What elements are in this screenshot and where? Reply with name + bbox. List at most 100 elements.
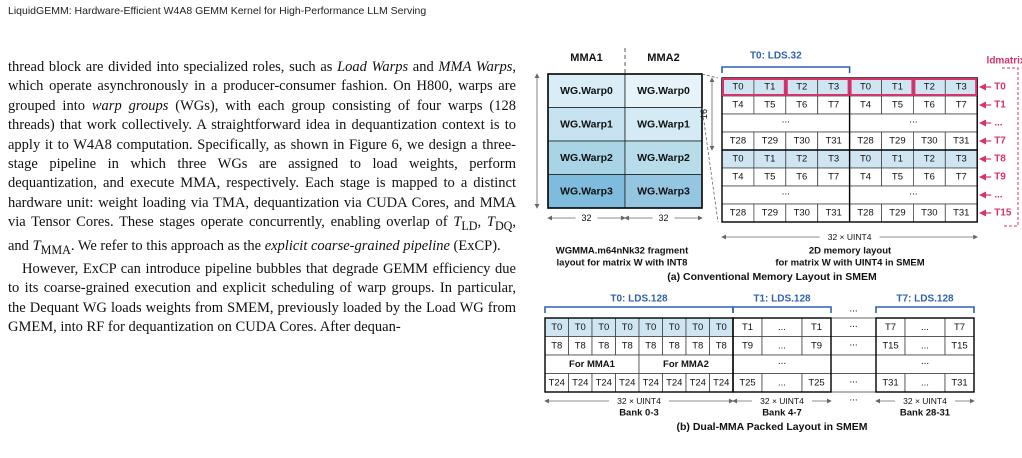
- bank-group-border: [875, 317, 975, 393]
- mem-cell-label: T1: [764, 82, 775, 93]
- ldmatrix-box: [913, 78, 978, 96]
- packed-cell-label: T24: [666, 377, 682, 388]
- ldmatrix-thread-label: ...: [994, 118, 1003, 129]
- warp-label: WG.Warp0: [560, 85, 613, 97]
- dim-32-label: 32: [658, 213, 668, 223]
- packed-cell-label: T7: [954, 322, 965, 333]
- caption-left-1: WGMMA.m64nNk32 fragment: [556, 246, 689, 257]
- ldmatrix-thread-label: T9: [994, 172, 1006, 183]
- ldmatrix-thread-label: T8: [994, 154, 1006, 165]
- mem-cell-label: T28: [730, 208, 746, 219]
- dim-bg: [609, 395, 669, 407]
- dots-text: ...: [782, 187, 790, 198]
- mem-cell-label: T1: [764, 154, 775, 165]
- lds128-label-0: T0: LDS.128: [610, 294, 668, 305]
- body-text: thread block are divided into specialize…: [8, 58, 516, 337]
- packed-cell-label: T9: [811, 340, 822, 351]
- packed-cell-label: T7: [885, 322, 896, 333]
- packed-cell-label: ...: [921, 340, 929, 351]
- lds32-bracket: [721, 66, 851, 73]
- dim-bg: [575, 212, 598, 224]
- packed-cell-label: T8: [622, 340, 633, 351]
- dots-text: ...: [909, 115, 917, 126]
- subfigure-b: T0 T0 T0 T0 T0 T0 T0 T0 T1... T1... T7... T7 T8 T8 T8 T…: [544, 294, 975, 433]
- mma2-label: MMA2: [647, 52, 679, 64]
- lds128-label-1: T1: LDS.128: [753, 294, 811, 305]
- paragraph-2: However, ExCP can introduce pipeline bub…: [8, 260, 516, 336]
- warp-label: WG.Warp3: [560, 185, 613, 197]
- dots-text: ...: [849, 374, 857, 385]
- packed-cell-label: T8: [598, 340, 609, 351]
- mem-cell-label: T7: [956, 100, 967, 111]
- mem-cell-label: T0: [860, 82, 871, 93]
- mem-cell-label: T30: [794, 136, 810, 147]
- mem-cell-label: T2: [796, 154, 807, 165]
- packed-cell-label: T0: [622, 322, 633, 333]
- packed-cell-label: T0: [645, 322, 656, 333]
- dots-text: ...: [849, 337, 857, 348]
- dim-32-label: 32: [581, 213, 591, 223]
- mem-cell-label: T4: [732, 172, 743, 183]
- caption-right-2: for matrix W with UINT4 in SMEM: [775, 258, 924, 269]
- ldmatrix-bracket: [1002, 67, 1019, 227]
- packed-cell-label: T24: [713, 377, 729, 388]
- packed-cell-label: T15: [882, 340, 898, 351]
- lds128-label-7: T7: LDS.128: [896, 294, 954, 305]
- packed-cell-label: T25: [739, 377, 755, 388]
- ldmatrix-thread-label: ...: [994, 190, 1003, 201]
- dim-bg: [752, 395, 812, 407]
- mem-cell-label: T29: [889, 208, 905, 219]
- dots-text: ...: [849, 393, 857, 404]
- mem-cell-label: T2: [924, 82, 935, 93]
- packed-cell-label: T24: [572, 377, 588, 388]
- mem-cell-label: T5: [764, 100, 775, 111]
- packed-cell-label: ...: [778, 322, 786, 333]
- mem-cell-label: T28: [857, 136, 873, 147]
- dim-bg: [652, 212, 675, 224]
- warp-grid-border: [547, 73, 703, 209]
- packed-cell-label: T1: [742, 322, 753, 333]
- bank-group-border: [732, 317, 832, 393]
- mem-cell-label: T28: [857, 208, 873, 219]
- caption-a: (a) Conventional Memory Layout in SMEM: [667, 271, 877, 283]
- uint4-dim-label: 32 × UINT4: [903, 396, 947, 406]
- mem-cell-label: T31: [825, 136, 841, 147]
- uint4-dim-label: 32 × UINT4: [828, 232, 872, 242]
- mem-cell-label: T5: [892, 100, 903, 111]
- dots-text: ...: [849, 304, 857, 315]
- packed-cell-label: T0: [598, 322, 609, 333]
- packed-cell-label: T31: [882, 377, 898, 388]
- mem-cell-label: T0: [732, 154, 743, 165]
- mem-cell-label: T29: [762, 136, 778, 147]
- warp-label: WG.Warp0: [637, 85, 690, 97]
- packed-cell-label: T24: [549, 377, 565, 388]
- bank-label-2: Bank 28-31: [900, 408, 951, 419]
- mem-cell-label: T31: [953, 208, 969, 219]
- mma1-label: MMA1: [570, 52, 602, 64]
- packed-cell-label: T24: [690, 377, 706, 388]
- mem-cell-label: T6: [924, 100, 935, 111]
- lds128-bracket-0: [544, 306, 734, 313]
- dim-bg: [895, 395, 955, 407]
- mem-cell-label: T4: [860, 172, 871, 183]
- mem-cell-label: T7: [956, 172, 967, 183]
- mem-cell-label: T4: [860, 100, 871, 111]
- for-mma1-label: For MMA1: [569, 359, 616, 370]
- figure-svg: MMA1 MMA2 WG.Warp0 WG.Warp0 WG.Warp1 WG.Warp1…: [524, 48, 1022, 433]
- packed-cell-label: T8: [551, 340, 562, 351]
- caption-right-1: 2D memory layout: [809, 246, 892, 257]
- mem-cell-label: T6: [924, 172, 935, 183]
- packed-cell-label: T8: [669, 340, 680, 351]
- mem-cell-label: T30: [921, 208, 937, 219]
- ldmatrix-box: [722, 78, 786, 96]
- connector-line: [701, 107, 719, 223]
- mem-cell-label: T4: [732, 100, 743, 111]
- paragraph-1: thread block are divided into specialize…: [8, 59, 517, 257]
- dots-text: ...: [849, 319, 857, 330]
- mem-cell-label: T3: [956, 82, 967, 93]
- caption-left-2: layout for matrix W with INT8: [557, 258, 688, 269]
- dots-text: ...: [782, 115, 790, 126]
- mem-cell-label: T0: [860, 154, 871, 165]
- mem-cell-label: T1: [892, 154, 903, 165]
- packed-cell-label: T0: [692, 322, 703, 333]
